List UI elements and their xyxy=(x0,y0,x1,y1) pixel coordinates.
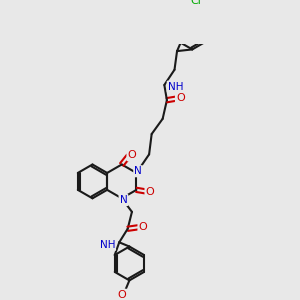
Text: O: O xyxy=(176,94,185,103)
Text: Cl: Cl xyxy=(190,0,201,6)
Text: N: N xyxy=(134,166,142,176)
Text: O: O xyxy=(146,187,154,196)
Text: O: O xyxy=(117,290,126,300)
Text: N: N xyxy=(120,195,127,205)
Text: O: O xyxy=(139,222,147,232)
Text: NH: NH xyxy=(168,82,183,92)
Text: NH: NH xyxy=(100,240,115,250)
Text: O: O xyxy=(128,150,136,160)
